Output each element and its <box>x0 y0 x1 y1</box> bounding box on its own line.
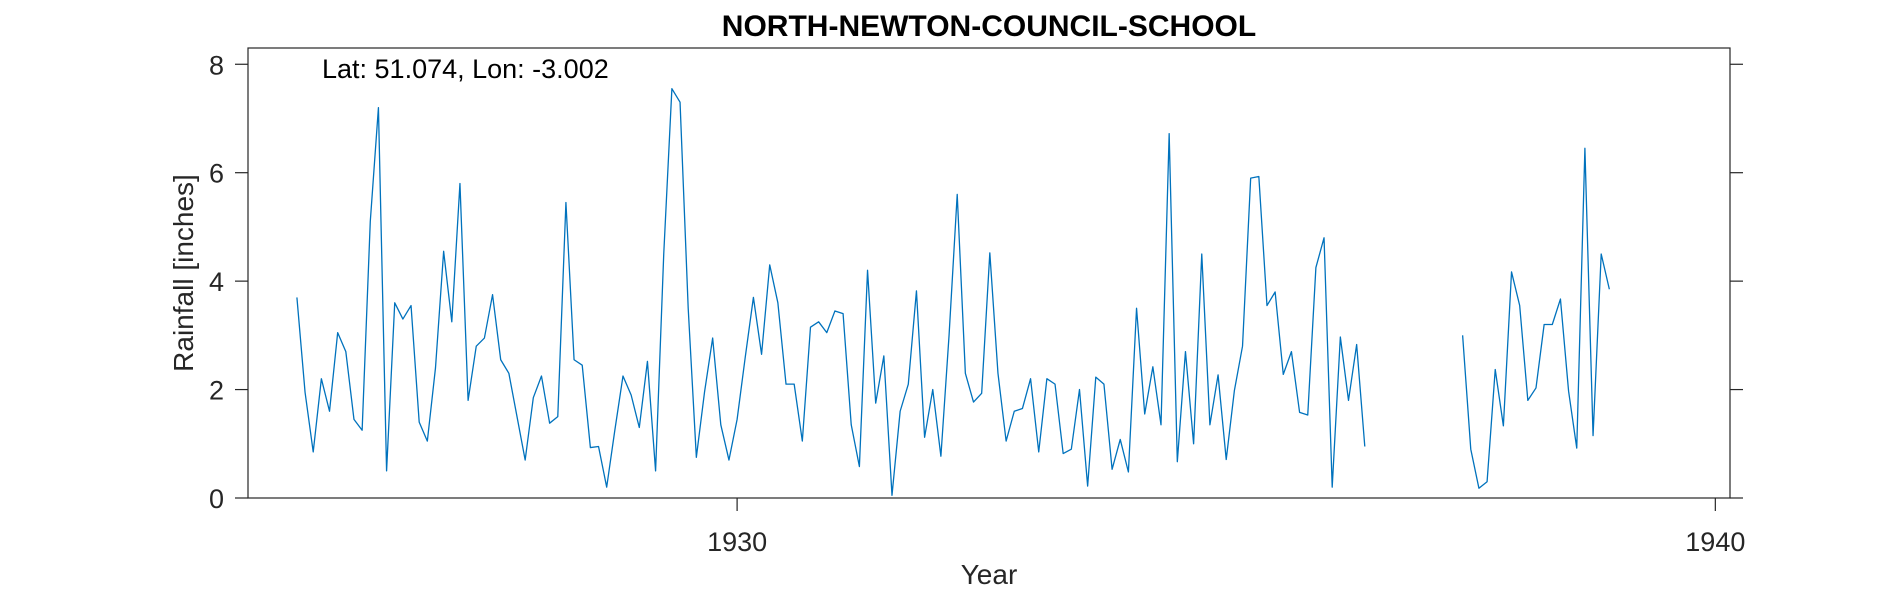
y-tick-label: 0 <box>209 484 224 514</box>
plot-frame <box>247 47 1731 499</box>
x-tick-label: 1930 <box>707 527 767 557</box>
x-tick-label: 1940 <box>1685 527 1745 557</box>
chart-title: NORTH-NEWTON-COUNCIL-SCHOOL <box>722 10 1256 43</box>
rainfall-series-line <box>1461 147 1610 489</box>
plot-area <box>296 88 1610 496</box>
y-axis-label: Rainfall [inches] <box>168 174 199 372</box>
location-annotation: Lat: 51.074, Lon: -3.002 <box>322 54 609 84</box>
rainfall-series-line <box>296 88 1366 496</box>
y-tick-label: 8 <box>209 50 224 80</box>
y-tick-label: 6 <box>209 159 224 189</box>
x-axis-label: Year <box>961 559 1018 590</box>
y-tick-label: 2 <box>209 376 224 406</box>
y-tick-label: 4 <box>209 267 224 297</box>
axes: 0 2 4 6 8 1930 1940 <box>209 47 1745 557</box>
